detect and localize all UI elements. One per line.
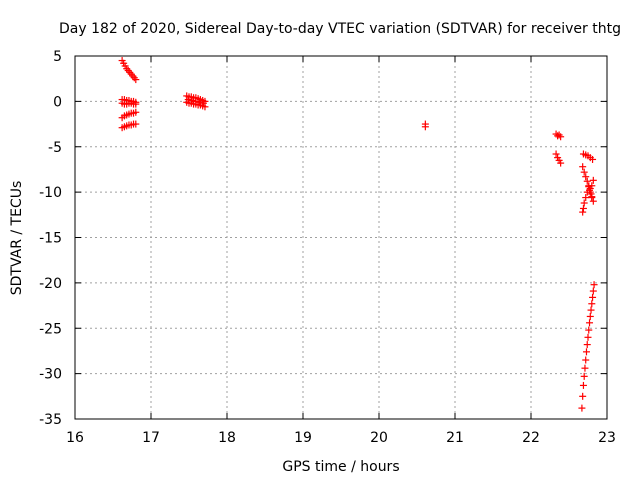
data-point [582, 356, 590, 364]
data-point [554, 132, 562, 140]
y-tick-label: -20 [39, 276, 62, 292]
y-tick-label: -10 [39, 185, 62, 201]
data-point [579, 163, 587, 171]
data-point [199, 99, 207, 107]
data-point [579, 208, 587, 216]
data-point [132, 100, 140, 108]
chart-title: Day 182 of 2020, Sidereal Day-to-day VTE… [59, 21, 621, 37]
data-point [580, 199, 588, 207]
data-point [589, 287, 597, 295]
data-point [192, 97, 200, 105]
data-point [581, 364, 589, 372]
x-tick-label: 17 [142, 430, 160, 446]
y-tick-label: -5 [48, 140, 62, 156]
x-tick-label: 19 [294, 430, 312, 446]
y-axis-tick-labels: 5 0 -5 -10 -15 -20 -25 -30 -35 [39, 49, 62, 428]
data-point [588, 300, 596, 308]
data-point [585, 326, 593, 334]
data-point [578, 404, 586, 412]
data-point [196, 98, 204, 106]
data-point [583, 177, 591, 185]
data-point [589, 293, 597, 301]
data-point [552, 150, 560, 158]
data-point [582, 194, 590, 202]
data-point [557, 133, 565, 141]
data-point [584, 333, 592, 341]
data-point [589, 176, 597, 184]
data-point [586, 319, 594, 327]
data-point [132, 76, 140, 84]
data-point [583, 188, 591, 196]
x-tick-label: 21 [446, 430, 464, 446]
data-point [579, 381, 587, 389]
data-point [582, 348, 590, 356]
data-point [557, 159, 565, 167]
y-axis-label: SDTVAR / TECUs [9, 181, 25, 296]
y-tick-label: 0 [53, 94, 62, 110]
data-point [582, 173, 590, 181]
axis-ticks [74, 55, 608, 420]
data-point [421, 123, 429, 131]
data-point [587, 306, 595, 314]
y-tick-label: 5 [53, 49, 62, 65]
data-point [586, 312, 594, 320]
data-point [590, 281, 598, 289]
data-point [580, 372, 588, 380]
data-point [589, 155, 597, 163]
data-points [118, 57, 598, 412]
y-tick-label: -15 [39, 231, 62, 247]
data-point [201, 103, 209, 111]
x-tick-label: 20 [370, 430, 388, 446]
data-point [587, 190, 595, 198]
data-point [132, 120, 140, 128]
x-axis-tick-labels: 16 17 18 19 20 21 22 23 [66, 430, 616, 446]
y-tick-label: -35 [39, 412, 62, 428]
x-tick-label: 23 [598, 430, 616, 446]
x-tick-label: 22 [522, 430, 540, 446]
data-point [589, 197, 597, 205]
data-point [188, 96, 196, 104]
data-point [583, 341, 591, 349]
x-tick-label: 18 [218, 430, 236, 446]
y-tick-label: -25 [39, 321, 62, 337]
data-point [580, 168, 588, 176]
data-point [585, 183, 593, 191]
data-point [132, 108, 140, 116]
y-tick-label: -30 [39, 367, 62, 383]
grid [75, 56, 607, 419]
data-point [579, 204, 587, 212]
x-tick-label: 16 [66, 430, 84, 446]
data-point [184, 96, 192, 104]
x-axis-label: GPS time / hours [282, 459, 399, 475]
data-point [579, 392, 587, 400]
data-point [588, 194, 596, 202]
data-point [588, 182, 596, 190]
